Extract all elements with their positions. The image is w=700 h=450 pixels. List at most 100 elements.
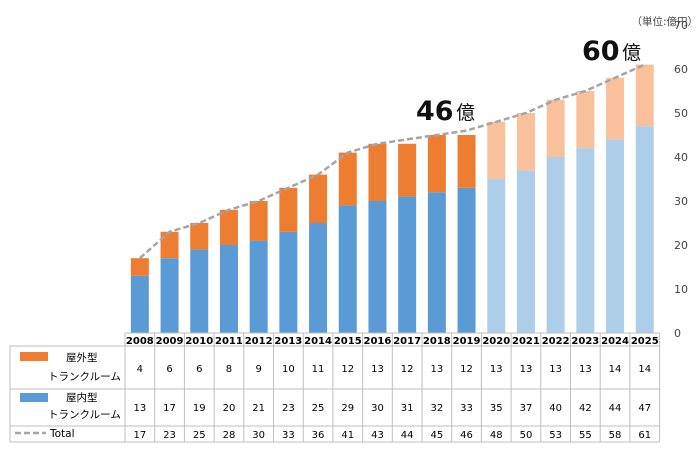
bar-outdoor-2013: [279, 187, 298, 232]
x-tick-2016: 2016: [364, 336, 392, 347]
x-tick-2025: 2025: [631, 336, 659, 347]
legend-label-indoor-2: トランクルーム: [48, 409, 121, 421]
cell-total-2016: 43: [371, 430, 384, 441]
bar-indoor-2010: [190, 249, 209, 333]
cell-outdoor-2025: 14: [638, 364, 651, 375]
bar-indoor-2021: [516, 170, 535, 333]
cell-indoor-2018: 32: [430, 403, 443, 414]
cell-total-2008: 17: [133, 430, 146, 441]
y-axis-ticks: 0 10 20 30 40 50 60 70: [674, 19, 688, 340]
cell-total-2024: 58: [609, 430, 622, 441]
bar-indoor-2013: [279, 231, 298, 333]
cell-outdoor-2021: 13: [520, 364, 533, 375]
data-table: 2008413172009617232010619252011820282012…: [9, 332, 661, 443]
bar-indoor-2009: [160, 258, 179, 333]
total-line: [139, 63, 646, 260]
legend-label-outdoor-2: トランクルーム: [48, 371, 121, 383]
cell-outdoor-2012: 9: [255, 364, 261, 375]
legend-swatch-outdoor: [20, 352, 48, 361]
cell-total-2010: 25: [193, 430, 206, 441]
x-tick-2015: 2015: [334, 336, 362, 347]
y-tick-40: 40: [674, 151, 688, 164]
bar-outdoor-2015: [338, 152, 357, 206]
bar-indoor-2023: [576, 148, 595, 333]
cell-indoor-2008: 13: [133, 403, 146, 414]
cell-outdoor-2008: 4: [137, 364, 143, 375]
annotations: 46 億60 億: [416, 36, 641, 127]
y-tick-50: 50: [674, 107, 688, 120]
y-tick-0: 0: [674, 327, 681, 340]
bar-indoor-2011: [219, 245, 238, 333]
bar-indoor-2024: [606, 139, 625, 333]
x-tick-2023: 2023: [571, 336, 599, 347]
bar-indoor-2020: [487, 179, 506, 333]
cell-outdoor-2020: 13: [490, 364, 503, 375]
legend-label-total: Total: [49, 428, 75, 440]
y-tick-10: 10: [674, 283, 688, 296]
x-tick-2020: 2020: [482, 336, 510, 347]
cell-indoor-2019: 33: [460, 403, 473, 414]
cell-total-2018: 45: [430, 430, 443, 441]
cell-outdoor-2024: 14: [609, 364, 622, 375]
cell-outdoor-2013: 10: [282, 364, 295, 375]
cell-indoor-2014: 25: [312, 403, 325, 414]
bar-outdoor-2023: [576, 91, 595, 149]
y-tick-20: 20: [674, 239, 688, 252]
cell-indoor-2021: 37: [520, 403, 533, 414]
cell-outdoor-2009: 6: [166, 364, 172, 375]
cell-outdoor-2016: 13: [371, 364, 384, 375]
bar-outdoor-2010: [190, 223, 209, 250]
x-tick-2014: 2014: [304, 336, 332, 347]
bar-outdoor-2022: [546, 99, 565, 157]
bar-outdoor-2017: [398, 143, 417, 197]
x-tick-2017: 2017: [393, 336, 421, 347]
cell-total-2009: 23: [163, 430, 176, 441]
x-tick-2008: 2008: [126, 336, 154, 347]
bar-outdoor-2016: [368, 143, 387, 201]
cell-indoor-2012: 21: [252, 403, 265, 414]
bar-indoor-2017: [398, 196, 417, 333]
y-tick-70: 70: [674, 19, 688, 32]
x-tick-2019: 2019: [453, 336, 481, 347]
cell-total-2021: 50: [520, 430, 533, 441]
cell-outdoor-2017: 12: [401, 364, 414, 375]
unit-label: （単位:億円）: [631, 15, 698, 28]
total-series-line: [139, 63, 646, 260]
cell-outdoor-2019: 12: [460, 364, 473, 375]
cell-indoor-2009: 17: [163, 403, 176, 414]
bar-indoor-2025: [635, 126, 654, 333]
annotation-unit-2019: 億: [456, 102, 475, 124]
bar-indoor-2008: [130, 275, 149, 333]
bar-outdoor-2014: [309, 174, 328, 223]
cell-indoor-2010: 19: [193, 403, 206, 414]
cell-indoor-2023: 42: [579, 403, 592, 414]
bar-indoor-2016: [368, 201, 387, 333]
cell-outdoor-2023: 13: [579, 364, 592, 375]
x-tick-2009: 2009: [156, 336, 184, 347]
cell-indoor-2015: 29: [341, 403, 354, 414]
bars: [130, 64, 654, 333]
x-tick-2024: 2024: [601, 336, 629, 347]
cell-total-2022: 53: [549, 430, 562, 441]
cell-indoor-2013: 23: [282, 403, 295, 414]
cell-outdoor-2022: 13: [549, 364, 562, 375]
bar-outdoor-2011: [219, 209, 238, 245]
legend-label-indoor-1: 屋内型: [66, 391, 98, 404]
cell-indoor-2011: 20: [223, 403, 236, 414]
cell-total-2019: 46: [460, 430, 473, 441]
x-tick-2010: 2010: [185, 336, 213, 347]
cell-indoor-2022: 40: [549, 403, 562, 414]
x-tick-2011: 2011: [215, 336, 243, 347]
bar-outdoor-2009: [160, 231, 179, 259]
cell-indoor-2017: 31: [401, 403, 414, 414]
bar-indoor-2014: [309, 223, 328, 333]
bar-outdoor-2025: [635, 64, 654, 127]
cell-total-2023: 55: [579, 430, 592, 441]
y-tick-60: 60: [674, 63, 688, 76]
x-tick-2018: 2018: [423, 336, 451, 347]
cell-total-2011: 28: [223, 430, 236, 441]
y-tick-30: 30: [674, 195, 688, 208]
cell-total-2015: 41: [341, 430, 354, 441]
cell-outdoor-2014: 11: [312, 364, 325, 375]
bar-indoor-2018: [427, 192, 446, 333]
